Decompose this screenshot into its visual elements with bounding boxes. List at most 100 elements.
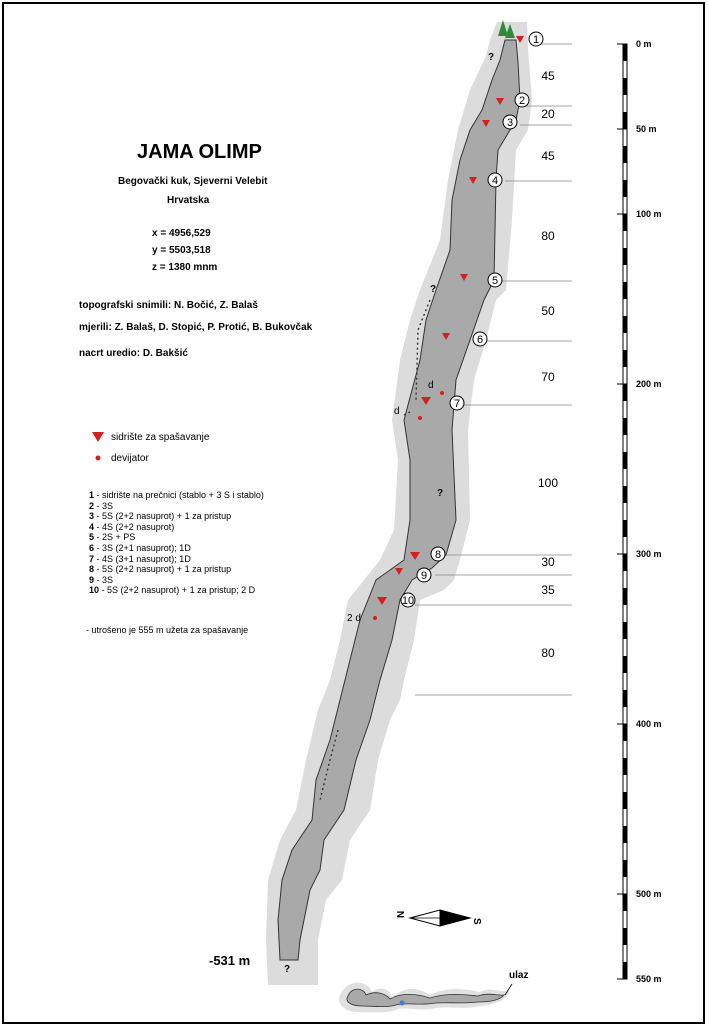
anchor-marker bbox=[496, 98, 504, 105]
scale-bar-segment bbox=[623, 350, 627, 367]
scale-bar-segment bbox=[623, 316, 627, 333]
compass-south: S bbox=[471, 918, 482, 925]
scale-bar-segment bbox=[623, 792, 627, 809]
scale-bar-segment bbox=[623, 656, 627, 673]
scale-bar-segment bbox=[623, 962, 627, 979]
anchor-marker bbox=[516, 36, 524, 43]
scale-tick-label: 200 m bbox=[636, 379, 662, 389]
anchor-description-number: 8 bbox=[89, 564, 95, 575]
coord-y: y = 5503,518 bbox=[152, 245, 211, 256]
section-length: 45 bbox=[541, 149, 555, 163]
anchor-marker bbox=[410, 552, 420, 560]
anchor-description-item: 7 - 4S (3+1 nasuprot); 1D bbox=[89, 554, 264, 565]
anchor-description-item: 5 - 2S + PS bbox=[89, 532, 264, 543]
question-mark: ? bbox=[488, 52, 494, 63]
cave-country: Hrvatska bbox=[167, 195, 210, 206]
station-circle bbox=[487, 272, 503, 288]
anchor-description-text: - 4S (2+2 nasuprot) bbox=[94, 521, 175, 532]
final-depth-label: -531 m bbox=[209, 953, 251, 968]
station-circle bbox=[449, 395, 465, 411]
anchor-description-text: - 5S (2+2 nasuprot) + 1 za pristup bbox=[94, 564, 232, 575]
anchor-marker bbox=[442, 333, 450, 340]
legend-deviator-icon bbox=[95, 455, 101, 461]
anchor-description-item: 2 - 3S bbox=[89, 501, 264, 512]
station-number: 4 bbox=[492, 175, 498, 187]
anchor-description-number: 9 bbox=[89, 574, 95, 585]
anchor-description-number: 2 bbox=[89, 500, 95, 511]
scale-tick-label: 550 m bbox=[636, 974, 662, 984]
scale-bar-segment bbox=[623, 146, 627, 163]
scale-bar-segment bbox=[623, 180, 627, 197]
cave-title: JAMA OLIMP bbox=[137, 141, 262, 163]
scale-tick-label: 50 m bbox=[636, 124, 657, 134]
scale-bar-segment bbox=[623, 248, 627, 265]
station-circle bbox=[528, 31, 544, 47]
cave-passage bbox=[277, 39, 521, 961]
anchor-description-text: - 2S + PS bbox=[94, 532, 136, 543]
scale-bar-segment bbox=[623, 928, 627, 945]
deviator-marker bbox=[373, 616, 377, 620]
anchor-description-item: 9 - 3S bbox=[89, 575, 264, 586]
anchor-description-item: 6 - 3S (2+1 nasuprot); 1D bbox=[89, 543, 264, 554]
question-mark: ? bbox=[430, 284, 436, 295]
scale-bar-segment bbox=[623, 112, 627, 129]
scale-bar-segment bbox=[623, 214, 627, 231]
section-lines bbox=[415, 43, 572, 696]
scale-bar-segment bbox=[623, 486, 627, 503]
anchor-description-item: 3 - 5S (2+2 nasuprot) + 1 za pristup bbox=[89, 511, 264, 522]
station-number: 8 bbox=[435, 549, 441, 561]
station-circle bbox=[472, 331, 488, 347]
scale-bar-segment bbox=[623, 44, 627, 61]
station-number: 1 bbox=[533, 34, 539, 46]
coord-x: x = 4956,529 bbox=[152, 228, 211, 239]
dotted-unsurveyed-lower bbox=[403, 411, 411, 416]
compass-north: N bbox=[396, 911, 407, 918]
anchor-marker bbox=[377, 597, 387, 605]
station-number: 7 bbox=[454, 398, 460, 410]
cave-location: Begovački kuk, Sjeverni Velebit bbox=[118, 176, 268, 187]
deviator-marker bbox=[418, 416, 422, 420]
legend-anchor-icon bbox=[92, 432, 104, 442]
scale-bar-segment bbox=[623, 758, 627, 775]
scale-bar-segment bbox=[623, 282, 627, 299]
anchor-description-item: 10 - 5S (2+2 nasuprot) + 1 za pristup; 2… bbox=[89, 585, 264, 596]
station-circle bbox=[502, 114, 518, 130]
anchor-description-text: - 3S bbox=[94, 574, 114, 585]
anchor-description-number: 7 bbox=[89, 553, 95, 564]
scale-bar-segment bbox=[623, 826, 627, 843]
credit-topography: topografski snimili: N. Bočić, Z. Balaš bbox=[79, 300, 258, 311]
anchor-description-item: 4 - 4S (2+2 nasuprot) bbox=[89, 522, 264, 533]
section-length: 50 bbox=[541, 304, 555, 318]
scale-bar-segment bbox=[623, 622, 627, 639]
plan-entrance-label: ulaz bbox=[509, 970, 528, 981]
station-circle bbox=[416, 567, 432, 583]
scale-bar-segment bbox=[623, 78, 627, 95]
section-length: 20 bbox=[541, 107, 555, 121]
deviators bbox=[95, 391, 444, 620]
section-length: 100 bbox=[538, 476, 558, 490]
deviator-2d-label: 2 d bbox=[347, 613, 361, 624]
scale-bar-segment bbox=[623, 860, 627, 877]
anchor-description-number: 10 bbox=[89, 585, 100, 596]
question-mark: ? bbox=[284, 964, 290, 975]
anchor-marker bbox=[482, 120, 490, 127]
deviator-d-label: d bbox=[394, 406, 400, 417]
station-number: 10 bbox=[402, 595, 414, 607]
credit-drawing: nacrt uredio: D. Bakšić bbox=[79, 348, 188, 359]
anchor-description-list: 1 - sidrište na prečnici (stablo + 3 S i… bbox=[89, 490, 264, 596]
plan-view: ulaz bbox=[339, 970, 528, 1013]
anchor-description-number: 3 bbox=[89, 511, 95, 522]
station-number: 9 bbox=[421, 570, 427, 582]
scale-tick-label: 300 m bbox=[636, 549, 662, 559]
dotted-unsurveyed-left-upper bbox=[415, 299, 431, 401]
scale-tick-label: 400 m bbox=[636, 719, 662, 729]
legend-deviator-label: devijator bbox=[111, 453, 149, 464]
anchor-description-number: 1 bbox=[89, 490, 95, 500]
anchor-description-number: 4 bbox=[89, 521, 95, 532]
station-circle bbox=[430, 546, 446, 562]
section-length: 80 bbox=[541, 646, 555, 660]
rope-note: - utrošeno je 555 m užeta za spašavanje bbox=[86, 625, 249, 635]
